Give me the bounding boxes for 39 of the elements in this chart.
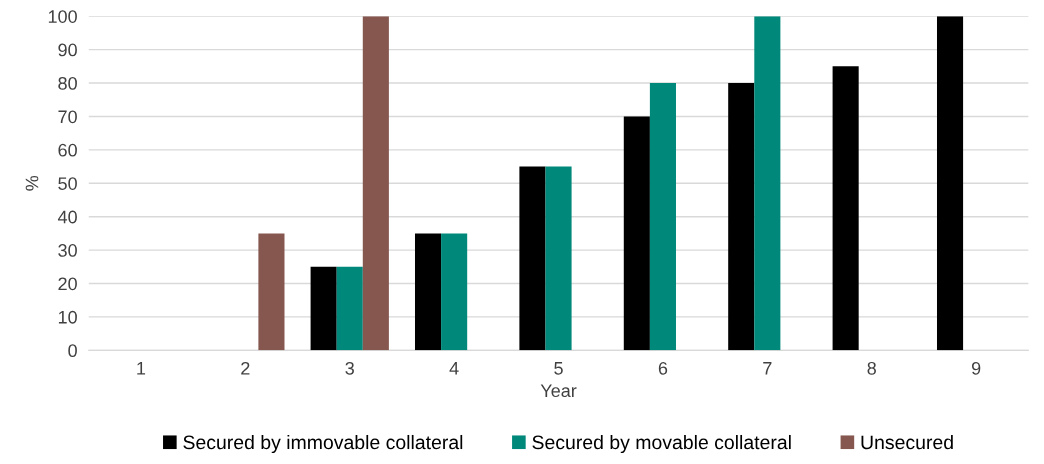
x-tick-label: 3: [345, 361, 354, 375]
x-axis-title: Year: [540, 384, 577, 398]
bar: [623, 116, 650, 351]
bar: [258, 233, 285, 351]
bar: [832, 66, 859, 351]
bar: [754, 16, 781, 351]
legend-label: Unsecured: [861, 434, 953, 450]
y-tick-label: 20: [58, 277, 77, 291]
bar: [414, 233, 442, 351]
x-tick-label: 2: [241, 361, 250, 375]
y-tick-label: 60: [58, 143, 77, 157]
y-tick-label: 0: [68, 344, 77, 358]
legend-label: Secured by movable collateral: [532, 434, 791, 454]
bar: [310, 266, 337, 351]
bar: [936, 16, 964, 351]
bar: [545, 166, 572, 351]
y-tick-label: 70: [58, 110, 77, 124]
y-tick-label: 40: [57, 210, 77, 224]
x-tick-label: 7: [763, 362, 772, 375]
y-tick-label: 80: [58, 76, 77, 90]
bar: [362, 16, 389, 351]
x-tick-label: 5: [554, 362, 563, 375]
y-axis-title: %: [25, 175, 39, 191]
y-tick-label: 10: [58, 310, 77, 324]
bar: [519, 166, 546, 351]
bar: [441, 233, 468, 351]
bar: [336, 266, 363, 351]
x-tick-label: 8: [867, 361, 876, 375]
y-tick-label: 50: [58, 177, 77, 190]
y-tick-label: 100: [48, 10, 77, 23]
x-tick-label: 9: [971, 361, 981, 375]
x-tick-label: 1: [137, 362, 146, 375]
x-tick-label: 4: [449, 362, 459, 375]
bar: [728, 83, 755, 351]
y-tick-label: 90: [58, 43, 77, 57]
y-tick-label: 30: [58, 244, 77, 257]
legend-label: Secured by immovable collateral: [183, 434, 463, 454]
bar: [649, 83, 676, 351]
x-tick-label: 6: [658, 361, 668, 375]
